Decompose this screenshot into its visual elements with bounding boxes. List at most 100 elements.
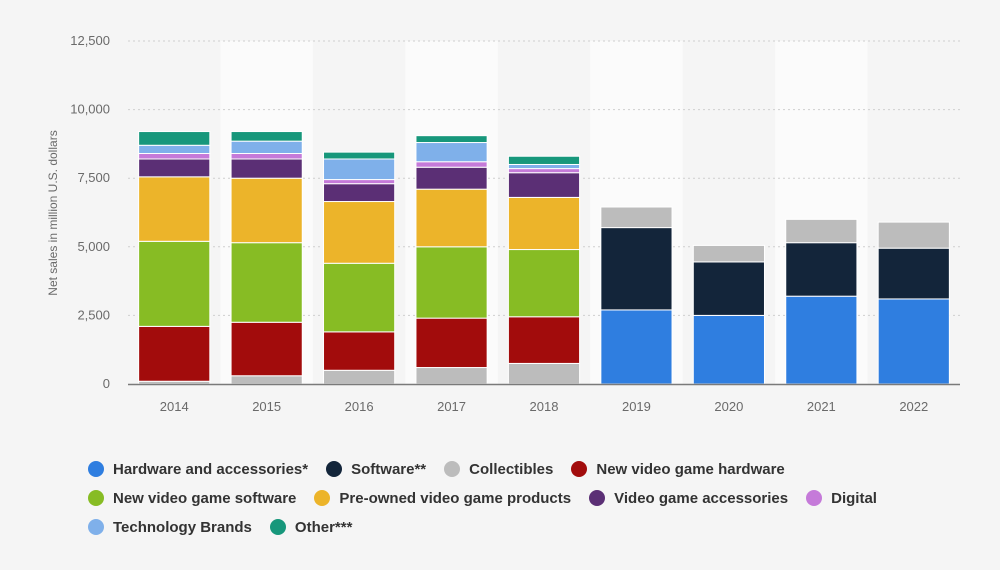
y-tick-label: 10,000 (70, 102, 110, 117)
bar-segment-2016[interactable] (323, 201, 396, 264)
y-axis-title: Net sales in million U.S. dollars (46, 130, 60, 295)
bar-segment-2016[interactable] (323, 262, 396, 333)
bar-segment-2014[interactable] (138, 176, 211, 242)
legend-swatch (269, 519, 286, 535)
legend-label: Software** (351, 460, 427, 478)
legend-label: Hardware and accessories* (113, 460, 309, 478)
bar-segment-2021[interactable] (785, 218, 858, 244)
legend-label: Pre-owned video game products (339, 489, 572, 507)
x-tick-label: 2017 (437, 399, 466, 414)
x-tick-label: 2016 (345, 399, 374, 414)
bars-group (138, 131, 950, 385)
y-tick-label: 0 (103, 376, 110, 391)
bar-segment-2017[interactable] (415, 142, 488, 163)
bar-segment-2015[interactable] (230, 177, 303, 244)
bar-segment-2022[interactable] (877, 221, 950, 249)
x-tick-label: 2014 (160, 399, 189, 414)
bar-segment-2016[interactable] (323, 183, 396, 203)
bar-segment-2020[interactable] (692, 261, 765, 316)
legend-label: Collectibles (469, 460, 554, 478)
legend-item[interactable]: Software** (326, 458, 426, 480)
legend-label: New video game software (113, 489, 297, 507)
bar-segment-2015[interactable] (230, 242, 303, 323)
x-tick-label: 2021 (807, 399, 836, 414)
y-tick-label: 2,500 (77, 307, 110, 322)
bar-segment-2018[interactable] (507, 316, 581, 364)
bar-segment-2019[interactable] (600, 227, 673, 311)
legend-item[interactable]: Other*** (269, 516, 353, 538)
legend-swatch (326, 461, 343, 477)
bar-segment-2017[interactable] (415, 317, 488, 369)
legend-swatch (806, 490, 823, 506)
bar-segment-2019[interactable] (600, 309, 673, 385)
bar-segment-2018[interactable] (507, 196, 581, 251)
legend-label: Technology Brands (113, 518, 252, 536)
legend-item[interactable]: New video game software (88, 487, 296, 509)
legend-swatch (444, 461, 461, 477)
bar-segment-2016[interactable] (323, 369, 396, 385)
y-tick-label: 12,500 (70, 33, 110, 48)
bar-segment-2014[interactable] (138, 325, 211, 382)
legend-swatch (589, 490, 606, 506)
bar-segment-2020[interactable] (692, 314, 765, 385)
legend-item[interactable]: New video game hardware (571, 458, 785, 480)
bar-segment-2015[interactable] (230, 131, 303, 142)
bar-segment-2014[interactable] (138, 158, 211, 178)
bar-segment-2014[interactable] (138, 144, 211, 155)
y-tick-label: 7,500 (77, 170, 110, 185)
bar-segment-2017[interactable] (415, 367, 488, 385)
legend-swatch (88, 490, 104, 506)
bar-segment-2017[interactable] (415, 166, 488, 190)
x-tick-label: 2020 (714, 399, 743, 414)
stacked-bar-chart: 0 2,500 5,000 7,500 10,000 12,500 2014 2015 2016… (46, 33, 960, 414)
bar-segment-2018[interactable] (507, 155, 581, 165)
bar-segment-2018[interactable] (507, 168, 581, 174)
bar-segment-2015[interactable] (230, 153, 303, 160)
bar-segment-2016[interactable] (323, 331, 396, 371)
legend-item[interactable]: Technology Brands (88, 516, 252, 538)
bar-segment-2017[interactable] (415, 246, 488, 319)
bar-segment-2022[interactable] (877, 298, 950, 385)
bar-segment-2020[interactable] (692, 244, 765, 263)
bar-segment-2014[interactable] (138, 240, 211, 327)
bar-segment-2017[interactable] (415, 188, 488, 248)
legend-swatch (314, 490, 331, 506)
x-tick-label: 2022 (899, 399, 928, 414)
legend-label: Digital (831, 489, 877, 507)
bar-segment-2015[interactable] (230, 158, 303, 179)
bar-segment-2022[interactable] (877, 247, 950, 300)
bar-segment-2016[interactable] (323, 151, 396, 160)
bar-segment-2017[interactable] (415, 161, 488, 168)
legend-item[interactable]: Collectibles (444, 458, 553, 480)
legend: Hardware and accessories* Software** Colle… (88, 458, 968, 538)
legend-swatch (88, 519, 104, 535)
axes: 0 2,500 5,000 7,500 10,000 12,500 2014 2015 2016… (70, 33, 960, 414)
bar-segment-2015[interactable] (230, 321, 303, 377)
bar-segment-2021[interactable] (785, 242, 858, 297)
legend-item[interactable]: Pre-owned video game products (314, 487, 571, 509)
bar-segment-2014[interactable] (138, 131, 211, 146)
bar-segment-2019[interactable] (600, 206, 673, 229)
legend-label: Other*** (294, 518, 353, 536)
bar-segment-2018[interactable] (507, 172, 581, 198)
bar-segment-2018[interactable] (507, 249, 581, 318)
bar-segment-2021[interactable] (785, 295, 858, 385)
bar-segment-2016[interactable] (323, 179, 396, 185)
legend-swatch (571, 461, 588, 477)
legend-label: Video game accessories (614, 489, 789, 507)
bar-segment-2015[interactable] (230, 375, 303, 385)
bar-segment-2014[interactable] (138, 153, 211, 160)
bar-segment-2018[interactable] (507, 163, 581, 170)
y-tick-label: 5,000 (77, 239, 110, 254)
bar-segment-2017[interactable] (415, 135, 488, 144)
x-tick-label: 2015 (252, 399, 281, 414)
legend-swatch (88, 461, 104, 477)
legend-item[interactable]: Hardware and accessories* (88, 458, 308, 480)
legend-item[interactable]: Video game accessories (589, 487, 788, 509)
bar-segment-2016[interactable] (323, 158, 396, 181)
bar-segment-2015[interactable] (230, 140, 303, 155)
legend-item[interactable]: Digital (806, 487, 877, 509)
legend-label: New video game hardware (596, 460, 785, 478)
bar-segment-2018[interactable] (507, 362, 581, 385)
